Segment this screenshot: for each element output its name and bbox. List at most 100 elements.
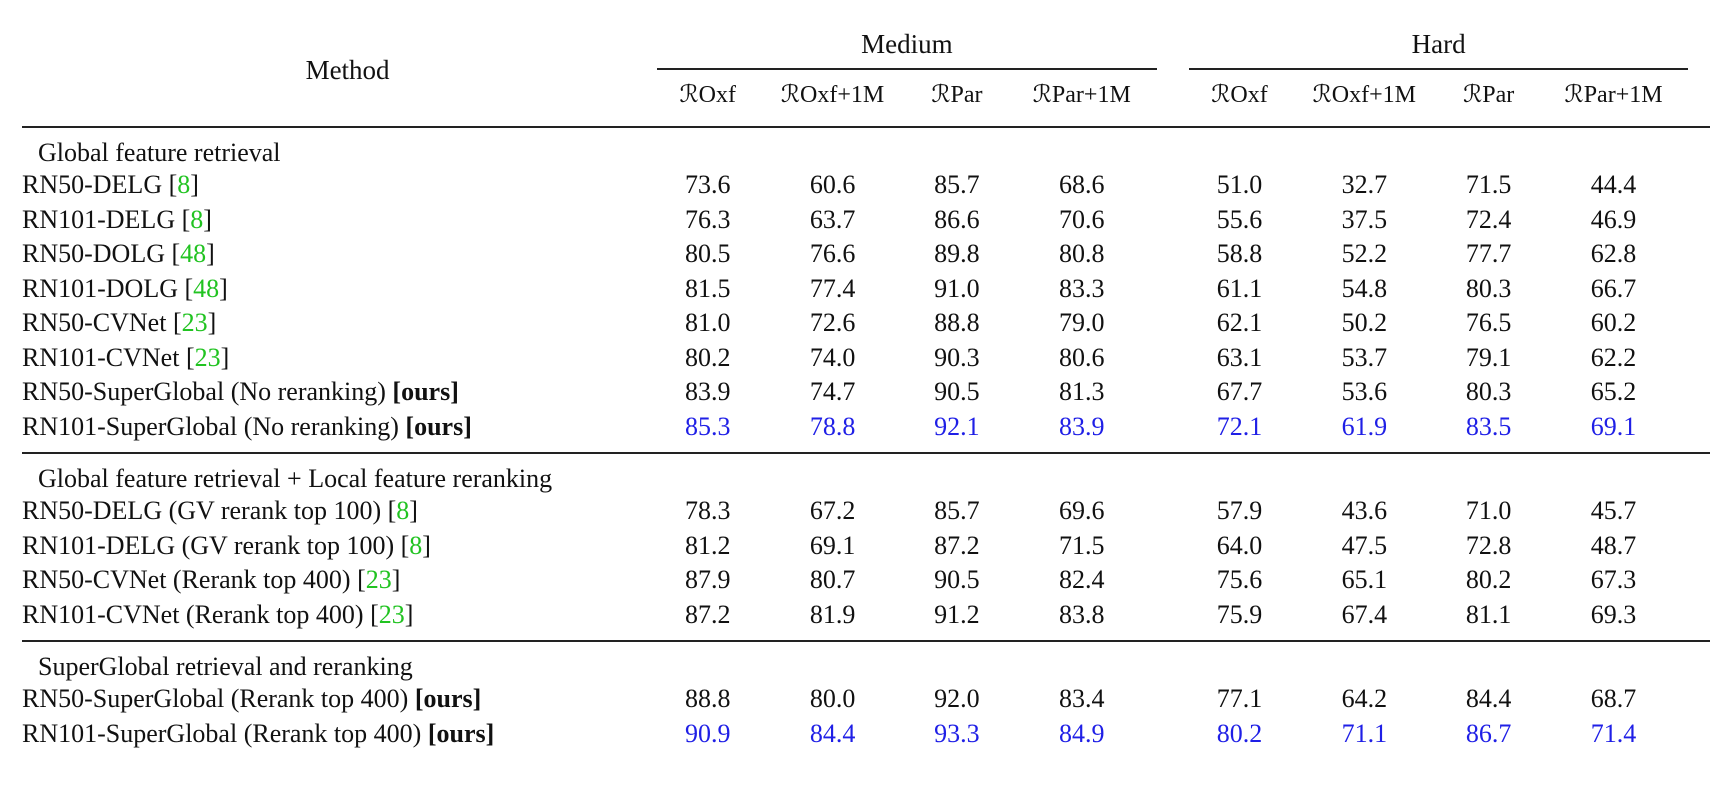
- score-cell: 83.9: [684, 377, 731, 407]
- score-cell: 81.9: [809, 599, 856, 629]
- score-cell: 91.2: [934, 599, 980, 629]
- score-cell: 71.0: [1465, 496, 1512, 526]
- score-cell: 78.3: [684, 496, 731, 526]
- score-cell: 61.1: [1216, 273, 1263, 303]
- score-cell: 37.5: [1341, 204, 1388, 234]
- score-cell: 80.2: [1216, 718, 1263, 748]
- score-cell: 45.7: [1590, 496, 1637, 526]
- score-cell: 87.2: [684, 599, 731, 629]
- score-cell: 69.1: [809, 530, 856, 560]
- score-cell: 67.4: [1341, 599, 1388, 629]
- hard-group-rule: [1188, 66, 1689, 70]
- table-row: RN50-DELG [8] 73.6 60.6 85.7 68.6 51.0 32.7 71.…: [22, 168, 1710, 203]
- method-cell: RN101-SuperGlobal (No reranking) [ours]: [22, 410, 657, 445]
- score-cell: 90.3: [934, 342, 980, 372]
- score-cell: 85.3: [684, 411, 731, 441]
- method-name: RN101-CVNet: [22, 342, 180, 372]
- score-cell: 72.6: [809, 308, 856, 338]
- score-cell: 88.8: [684, 684, 731, 714]
- method-cell: RN101-CVNet (Rerank top 400) [23]: [22, 599, 414, 629]
- score-cell: 69.3: [1590, 599, 1637, 629]
- citation-link[interactable]: 8: [177, 170, 191, 200]
- column-header: ℛOxf+1M: [780, 81, 885, 108]
- medium-group-rule: [657, 66, 1157, 70]
- score-cell: 90.5: [934, 377, 980, 407]
- table-row: RN50-SuperGlobal (Rerank top 400) [ours]…: [22, 682, 1710, 717]
- score-cell: 50.2: [1341, 308, 1388, 338]
- ours-tag: [ours]: [414, 684, 482, 714]
- score-cell: 86.6: [934, 204, 980, 234]
- score-cell: 44.4: [1590, 170, 1637, 200]
- section-title: Global feature retrieval + Local feature…: [38, 464, 553, 493]
- column-header: ℛPar+1M: [1564, 81, 1663, 108]
- score-cell: 83.8: [1059, 599, 1105, 629]
- score-cell: 71.4: [1590, 718, 1637, 748]
- score-cell: 68.6: [1059, 170, 1105, 200]
- column-header: ℛOxf: [1211, 81, 1268, 108]
- score-cell: 92.1: [934, 411, 980, 441]
- score-cell: 80.3: [1465, 273, 1512, 303]
- score-cell: 55.6: [1216, 204, 1263, 234]
- score-cell: 51.0: [1216, 170, 1263, 200]
- score-cell: 46.9: [1590, 204, 1637, 234]
- score-cell: 77.7: [1465, 239, 1512, 269]
- score-cell: 80.8: [1059, 239, 1105, 269]
- score-cell: 81.5: [684, 273, 731, 303]
- score-cell: 91.0: [934, 273, 980, 303]
- method-cell: RN101-CVNet [23]: [22, 342, 230, 372]
- table-row: RN50-CVNet [23] 81.0 72.6 88.8 79.0 62.1 50.2 7…: [22, 306, 1710, 341]
- citation-link[interactable]: 8: [396, 496, 410, 526]
- citation-link[interactable]: 23: [378, 599, 405, 629]
- score-cell: 89.8: [934, 239, 980, 269]
- score-cell: 57.9: [1216, 496, 1263, 526]
- score-cell: 63.1: [1216, 342, 1263, 372]
- score-cell: 83.4: [1059, 684, 1105, 714]
- citation-link[interactable]: 23: [181, 308, 208, 338]
- citation-link[interactable]: 8: [409, 530, 423, 560]
- score-cell: 80.7: [809, 565, 856, 595]
- score-cell: 81.2: [684, 530, 731, 560]
- score-cell: 85.7: [934, 496, 980, 526]
- citation-link[interactable]: 48: [180, 239, 207, 269]
- section-rule: [22, 632, 1710, 642]
- score-cell: 81.0: [684, 308, 731, 338]
- method-cell: RN101-SuperGlobal (Rerank top 400) [ours…: [22, 717, 657, 752]
- score-cell: 67.7: [1216, 377, 1263, 407]
- score-cell: 72.4: [1465, 204, 1512, 234]
- table-header: Method Medium Hard ℛOxf ℛOxf+1M ℛPar ℛPa…: [22, 22, 1710, 128]
- citation-link[interactable]: 8: [190, 204, 204, 234]
- ours-tag: [ours]: [427, 718, 495, 748]
- method-name: RN50-DELG: [22, 170, 163, 200]
- table-row: RN101-DELG (GV rerank top 100) [8] 81.2 69…: [22, 529, 1710, 564]
- method-cell: RN50-DOLG [48]: [22, 239, 215, 269]
- score-cell: 77.4: [809, 273, 856, 303]
- score-cell: 53.7: [1341, 342, 1388, 372]
- score-cell: 85.7: [934, 170, 980, 200]
- score-cell: 83.9: [1059, 411, 1105, 441]
- table-body: Global feature retrieval RN50-DELG [8] 73.…: [22, 127, 1710, 751]
- column-header: ℛPar: [1463, 81, 1515, 108]
- citation-link[interactable]: 23: [365, 565, 392, 595]
- score-cell: 66.7: [1590, 273, 1637, 303]
- score-cell: 74.0: [809, 342, 856, 372]
- method-cell: RN50-CVNet [23]: [22, 308, 217, 338]
- score-cell: 84.4: [809, 718, 856, 748]
- method-name: RN101-SuperGlobal (No reranking): [22, 411, 399, 441]
- group-header-hard: Hard: [1411, 28, 1466, 59]
- method-column-header: Method: [305, 54, 390, 85]
- score-cell: 73.6: [684, 170, 731, 200]
- column-header: ℛPar+1M: [1032, 81, 1131, 108]
- score-cell: 52.2: [1341, 239, 1388, 269]
- column-header: ℛOxf: [679, 81, 736, 108]
- citation-link[interactable]: 23: [194, 342, 221, 372]
- score-cell: 80.6: [1059, 342, 1105, 372]
- table-row: RN101-CVNet [23] 80.2 74.0 90.3 80.6 63.1 53.7…: [22, 341, 1710, 376]
- citation-link[interactable]: 48: [193, 273, 220, 303]
- score-cell: 83.5: [1465, 411, 1512, 441]
- score-cell: 60.2: [1590, 308, 1637, 338]
- section-title: Global feature retrieval: [38, 138, 281, 167]
- score-cell: 69.1: [1590, 411, 1637, 441]
- score-cell: 75.9: [1216, 599, 1263, 629]
- table-row: RN101-DELG [8] 76.3 63.7 86.6 70.6 55.6 37.5 72…: [22, 203, 1710, 238]
- score-cell: 32.7: [1341, 170, 1388, 200]
